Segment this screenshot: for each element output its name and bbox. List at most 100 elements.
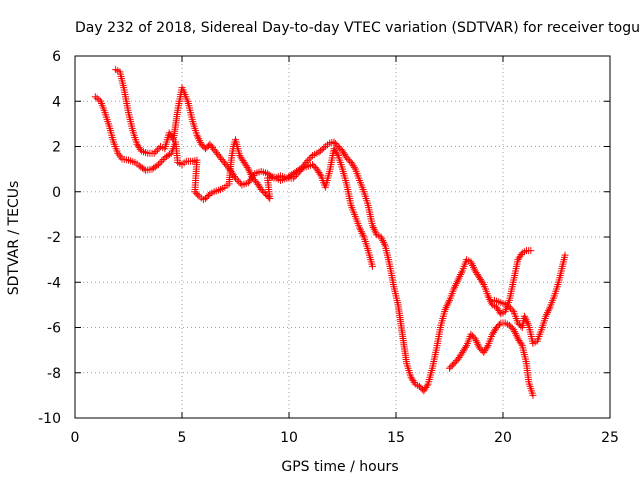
data-point <box>443 302 451 310</box>
data-point <box>291 172 299 180</box>
data-point <box>243 163 251 171</box>
data-point <box>192 189 200 197</box>
data-point <box>469 262 477 270</box>
data-point <box>152 148 160 156</box>
data-point <box>93 94 101 102</box>
data-point <box>248 173 256 181</box>
data-point <box>543 310 551 318</box>
data-point <box>350 163 358 171</box>
data-point <box>370 225 378 233</box>
data-point <box>493 324 501 331</box>
data-point <box>91 93 99 101</box>
data-point <box>153 146 161 154</box>
data-point <box>472 337 480 345</box>
data-point <box>451 283 459 291</box>
data-point <box>423 382 431 390</box>
data-point <box>320 144 328 152</box>
data-point <box>232 174 239 182</box>
data-point <box>304 157 312 165</box>
data-point <box>521 314 529 322</box>
data-point <box>467 330 475 338</box>
data-point <box>450 360 458 368</box>
x-tick-label: 0 <box>71 430 80 446</box>
data-point <box>301 160 309 168</box>
data-point <box>158 157 166 165</box>
y-tick-label: 4 <box>52 94 61 110</box>
data-point <box>520 312 528 320</box>
data-point <box>154 161 162 169</box>
y-tick-label: -8 <box>47 366 61 382</box>
data-point <box>513 333 521 341</box>
data-point <box>479 279 487 287</box>
data-point <box>233 176 241 184</box>
data-point <box>197 140 205 148</box>
series-track-a <box>91 93 376 270</box>
data-point <box>468 332 476 340</box>
data-point <box>305 155 313 163</box>
data-point <box>194 191 202 199</box>
axis-tick-labels: 0 5 10 15 20 25 -10 -8 -6 -4 -2 0 2 4 6 <box>38 49 619 446</box>
data-point <box>257 185 265 193</box>
data-point <box>371 227 379 235</box>
data-point <box>298 164 306 172</box>
data-point <box>140 165 148 173</box>
y-tick-label: -4 <box>47 275 61 291</box>
data-point <box>244 179 252 187</box>
y-tick-label: -10 <box>38 411 61 427</box>
data-point <box>300 162 308 170</box>
x-tick-label: 15 <box>387 430 405 446</box>
data-point <box>369 223 377 231</box>
data-point <box>483 343 491 351</box>
data-point <box>235 178 243 186</box>
data-point <box>451 281 459 289</box>
data-point <box>452 280 460 288</box>
series-track-c <box>446 319 537 399</box>
data-point <box>95 96 103 104</box>
data-point <box>503 301 511 309</box>
data-point <box>441 305 449 313</box>
data-point <box>333 150 341 158</box>
data-point <box>446 364 453 372</box>
data-point <box>380 238 388 246</box>
data-point <box>445 298 453 306</box>
data-point <box>505 303 513 311</box>
data-point <box>310 162 318 170</box>
data-marks <box>91 66 569 399</box>
data-point <box>245 167 253 175</box>
data-point <box>333 141 341 149</box>
data-point <box>494 322 502 330</box>
data-point <box>309 161 317 169</box>
data-point <box>259 187 267 195</box>
data-point <box>330 138 338 146</box>
data-point <box>496 308 504 316</box>
data-point <box>358 229 366 237</box>
y-tick-label: -6 <box>47 321 61 337</box>
data-point <box>193 131 201 139</box>
data-point <box>542 312 550 320</box>
data-point <box>264 193 272 201</box>
data-point <box>450 285 458 293</box>
data-point <box>506 304 514 312</box>
data-point <box>195 135 203 143</box>
x-tick-label: 20 <box>494 430 512 446</box>
data-point <box>455 274 463 282</box>
data-point <box>357 228 365 236</box>
data-point <box>511 328 519 336</box>
data-point <box>202 145 210 153</box>
data-point <box>155 144 163 152</box>
data-point <box>484 292 492 300</box>
data-point <box>359 231 367 239</box>
data-point <box>316 170 324 178</box>
data-point <box>505 321 513 329</box>
data-point <box>487 297 495 305</box>
data-point <box>545 305 553 313</box>
data-point <box>379 237 387 245</box>
data-point <box>289 174 297 182</box>
data-point <box>453 278 461 286</box>
data-point <box>150 149 158 157</box>
x-tick-label: 25 <box>601 430 619 446</box>
data-point <box>442 304 450 312</box>
data-point <box>451 358 459 366</box>
data-point <box>515 320 523 328</box>
y-tick-label: -2 <box>47 230 61 246</box>
